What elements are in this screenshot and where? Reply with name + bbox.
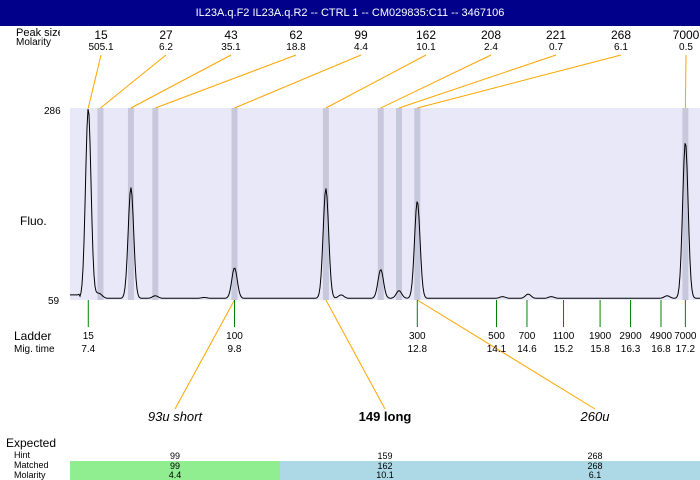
ladder-size-label: 100 [226,331,243,342]
ladder-time-label: 14.1 [487,344,507,355]
ladder-size-label: 4900 [650,331,673,342]
peak-connector [684,54,687,109]
ladder-size-label: 500 [488,331,505,342]
peak-molarity-label: 505.1 [88,42,113,53]
matched-value: 162 [377,461,392,471]
hint-label: Hint [14,450,31,460]
hint-value: 99 [170,451,180,461]
y-tick-min: 59 [48,296,60,307]
ladder-time-label: 17.2 [676,344,696,355]
expected-label: Expected [6,436,56,450]
peak-size-label: 27 [159,28,173,42]
ladder-time-label: 9.8 [228,344,242,355]
peak-connector [380,54,492,109]
ladder-size-label: 2900 [619,331,642,342]
peak-molarity-label: 4.4 [354,42,368,53]
matched-cell-green [70,461,280,480]
size-header-label: Peak size bp [16,27,79,39]
expected-connector [325,299,386,410]
peak-band [322,108,329,300]
y-tick-max: 286 [44,106,61,117]
hint-value: 159 [377,451,392,461]
peak-molarity-label: 0.7 [549,42,563,53]
peak-band [377,108,384,300]
peak-connector [155,54,297,109]
peak-molarity-label: 2.4 [484,42,498,53]
ladder-size-label: 7000 [674,331,697,342]
expected-product-label: 260u [580,409,610,424]
expected-product-label: 149 long [359,409,412,424]
hint-value: 268 [587,451,602,461]
peak-size-label: 208 [481,28,501,42]
ladder-size-label: 1900 [589,331,612,342]
matched-value: 99 [170,461,180,471]
peak-band [231,108,238,300]
matched-molarity-value: 10.1 [376,470,394,480]
peak-molarity-label: 18.8 [286,42,306,53]
matched-label: Matched [14,460,49,470]
peak-size-label: 99 [354,28,368,42]
peak-connector [325,54,427,109]
peak-band [152,108,159,300]
peak-band [682,108,689,300]
expected-product-label: 93u short [148,409,204,424]
peak-connector [417,54,622,109]
matched-molarity-value: 6.1 [589,470,602,480]
matched-cell-blue [280,461,700,480]
ladder-size-label: 15 [83,331,95,342]
expected-connector [417,299,596,410]
ladder-time-label: 16.3 [621,344,641,355]
peak-connector [87,54,102,109]
peak-size-label: 15 [94,28,108,42]
peak-band [127,108,134,300]
fluo-axis-label: Fluo. [20,214,47,228]
peak-size-label: 268 [611,28,631,42]
peak-molarity-label: 6.1 [614,42,628,53]
ladder-time-label: 12.8 [408,344,428,355]
peak-band [97,108,104,300]
ladder-time-label: 14.6 [517,344,537,355]
peak-connector [100,54,167,109]
peak-band [414,108,421,300]
peak-size-label: 62 [289,28,303,42]
fluorescence-trace [70,108,700,299]
ladder-time-label: 7.4 [81,344,95,355]
molarity-row-label: Molarity [14,470,46,480]
peak-molarity-label: 35.1 [221,42,241,53]
title-bar: IL23A.q.F2 IL23A.q.R2 -- CTRL 1 -- CM029… [0,0,700,26]
ladder-time-label: 15.2 [554,344,574,355]
peak-molarity-label: 6.2 [159,42,173,53]
ladder-label: Ladder [14,329,51,343]
ladder-size-label: 300 [409,331,426,342]
peak-size-label: 7000 [673,28,700,42]
peak-connector [130,54,232,109]
peak-size-label: 162 [416,28,436,42]
ladder-time-label: 16.8 [651,344,671,355]
ladder-size-label: 700 [519,331,536,342]
peak-band [396,108,403,300]
peak-size-label: 43 [224,28,238,42]
peak-molarity-label: 0.5 [679,42,693,53]
matched-value: 268 [587,461,602,471]
ladder-size-label: 1100 [553,331,575,342]
matched-molarity-value: 4.4 [169,470,182,480]
peak-molarity-label: 10.1 [416,42,436,53]
ladder-time-label: 15.8 [590,344,610,355]
mig-time-label: Mig. time [14,344,55,355]
peak-size-label: 221 [546,28,566,42]
peak-connector [234,54,362,109]
molarity-header-label: Molarity [16,37,51,48]
peak-connector [398,54,557,109]
expected-connector [174,299,235,410]
plot-area [70,108,700,300]
